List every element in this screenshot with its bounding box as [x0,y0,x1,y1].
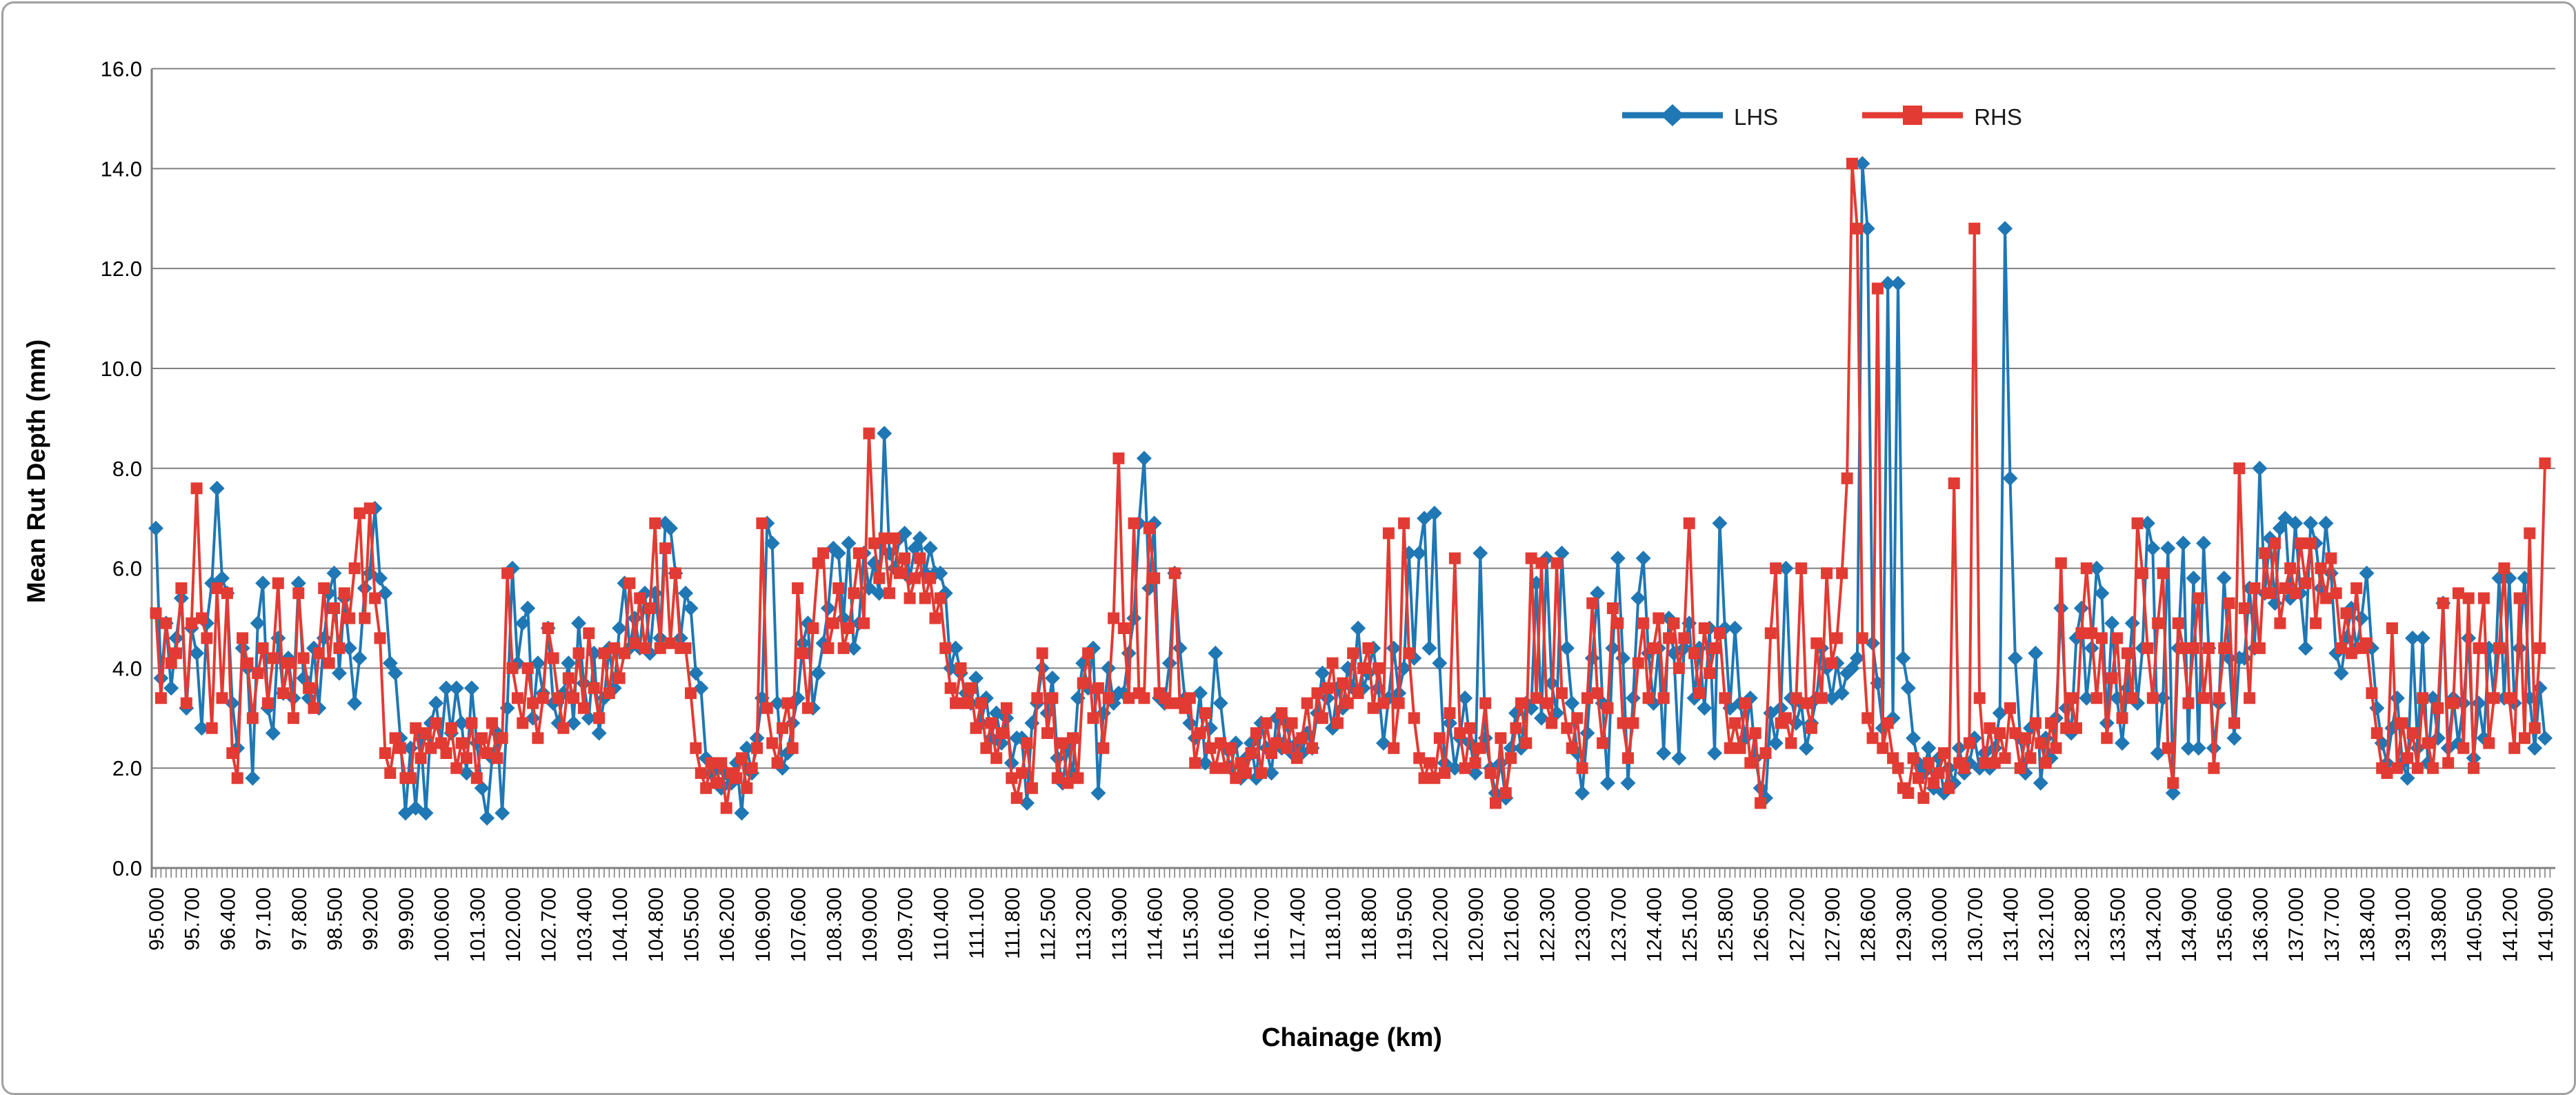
svg-text:95.700: 95.700 [181,887,204,951]
svg-text:125.100: 125.100 [1679,887,1701,962]
svg-text:113.200: 113.200 [1072,887,1095,960]
svg-text:101.300: 101.300 [466,887,489,962]
svg-text:138.400: 138.400 [2356,887,2379,962]
svg-text:130.000: 130.000 [1928,887,1951,962]
svg-text:136.300: 136.300 [2249,887,2272,962]
svg-text:123.700: 123.700 [1608,887,1630,962]
svg-text:116.700: 116.700 [1251,887,1274,960]
legend-label-lhs: LHS [1734,103,1779,130]
svg-text:114.600: 114.600 [1144,887,1167,960]
svg-text:102.700: 102.700 [538,887,561,962]
legend-item-lhs: LHS [1621,102,1778,132]
svg-text:120.200: 120.200 [1429,887,1452,962]
svg-text:122.300: 122.300 [1536,887,1559,962]
legend-item-rhs: RHS [1861,102,2022,132]
svg-text:117.400: 117.400 [1286,887,1309,960]
lhs-series-line [154,162,2546,820]
svg-text:130.700: 130.700 [1964,887,1987,962]
svg-text:129.300: 129.300 [1893,887,1915,962]
svg-text:120.900: 120.900 [1465,887,1488,962]
svg-text:10.0: 10.0 [101,357,142,381]
svg-text:97.100: 97.100 [252,887,275,951]
svg-text:99.900: 99.900 [395,887,418,951]
svg-text:103.400: 103.400 [573,887,596,962]
svg-text:95.000: 95.000 [146,887,168,951]
svg-text:118.800: 118.800 [1358,887,1381,960]
svg-text:111.800: 111.800 [1001,887,1024,959]
svg-text:2.0: 2.0 [112,756,142,780]
lhs-series-markers [148,156,2553,826]
svg-text:106.200: 106.200 [716,887,739,962]
svg-text:128.600: 128.600 [1857,887,1880,962]
svg-text:14.0: 14.0 [101,157,142,181]
svg-text:107.600: 107.600 [788,887,810,962]
svg-text:110.400: 110.400 [930,887,952,960]
svg-text:102.000: 102.000 [502,887,525,962]
svg-text:6.0: 6.0 [112,557,142,581]
svg-text:106.900: 106.900 [752,887,775,962]
chart-canvas: 0.0 2.0 4.0 6.0 8.0 10.0 12.0 14.0 16.0 95.000 95.… [101,57,2557,963]
svg-text:135.600: 135.600 [2214,887,2237,962]
svg-text:137.000: 137.000 [2285,887,2308,962]
legend-label-rhs: RHS [1974,103,2022,130]
svg-text:112.500: 112.500 [1037,887,1060,960]
svg-text:97.800: 97.800 [288,887,311,951]
svg-text:137.700: 137.700 [2321,887,2344,962]
svg-text:109.700: 109.700 [895,887,917,962]
svg-text:141.200: 141.200 [2499,887,2522,962]
svg-text:98.500: 98.500 [324,887,347,951]
svg-text:139.100: 139.100 [2392,887,2415,962]
svg-text:115.300: 115.300 [1179,887,1202,960]
rhs-series-markers [150,157,2551,814]
svg-text:124.400: 124.400 [1643,887,1666,962]
legend: LHS RHS [1621,102,2022,132]
svg-text:133.500: 133.500 [2107,887,2130,962]
svg-text:134.900: 134.900 [2178,887,2201,962]
svg-text:126.500: 126.500 [1750,887,1773,962]
svg-text:0.0: 0.0 [112,856,142,880]
svg-text:125.800: 125.800 [1715,887,1737,962]
svg-text:132.800: 132.800 [2071,887,2094,962]
rhs-line-square-icon [1861,102,1964,132]
rhs-series-line [154,162,2546,810]
svg-text:99.200: 99.200 [359,887,382,951]
y-axis-title: Mean Rut Depth (mm) [22,339,50,604]
svg-text:100.600: 100.600 [431,887,454,962]
svg-text:109.000: 109.000 [859,887,881,962]
svg-text:139.800: 139.800 [2428,887,2450,962]
svg-text:116.000: 116.000 [1215,887,1238,960]
svg-text:127.900: 127.900 [1821,887,1844,962]
svg-text:127.200: 127.200 [1786,887,1808,962]
svg-text:111.100: 111.100 [966,887,988,959]
svg-text:119.500: 119.500 [1394,887,1417,960]
svg-text:16.0: 16.0 [101,57,142,81]
svg-text:123.000: 123.000 [1572,887,1595,962]
svg-text:104.800: 104.800 [645,887,668,962]
svg-text:140.500: 140.500 [2464,887,2486,962]
svg-text:132.100: 132.100 [2035,887,2058,962]
lhs-line-diamond-icon [1621,102,1724,132]
svg-text:105.500: 105.500 [681,887,703,962]
svg-text:113.900: 113.900 [1108,887,1131,960]
svg-text:141.900: 141.900 [2535,887,2557,962]
svg-text:108.300: 108.300 [823,887,846,962]
svg-text:121.600: 121.600 [1501,887,1524,962]
svg-text:118.100: 118.100 [1322,887,1345,960]
svg-text:8.0: 8.0 [112,457,142,481]
svg-text:104.100: 104.100 [609,887,632,962]
svg-text:96.400: 96.400 [217,887,239,951]
svg-text:134.200: 134.200 [2142,887,2165,962]
svg-text:4.0: 4.0 [112,656,142,680]
x-axis-title: Chainage (km) [1261,1023,1442,1052]
svg-text:131.400: 131.400 [1999,887,2022,962]
svg-text:12.0: 12.0 [101,257,142,281]
